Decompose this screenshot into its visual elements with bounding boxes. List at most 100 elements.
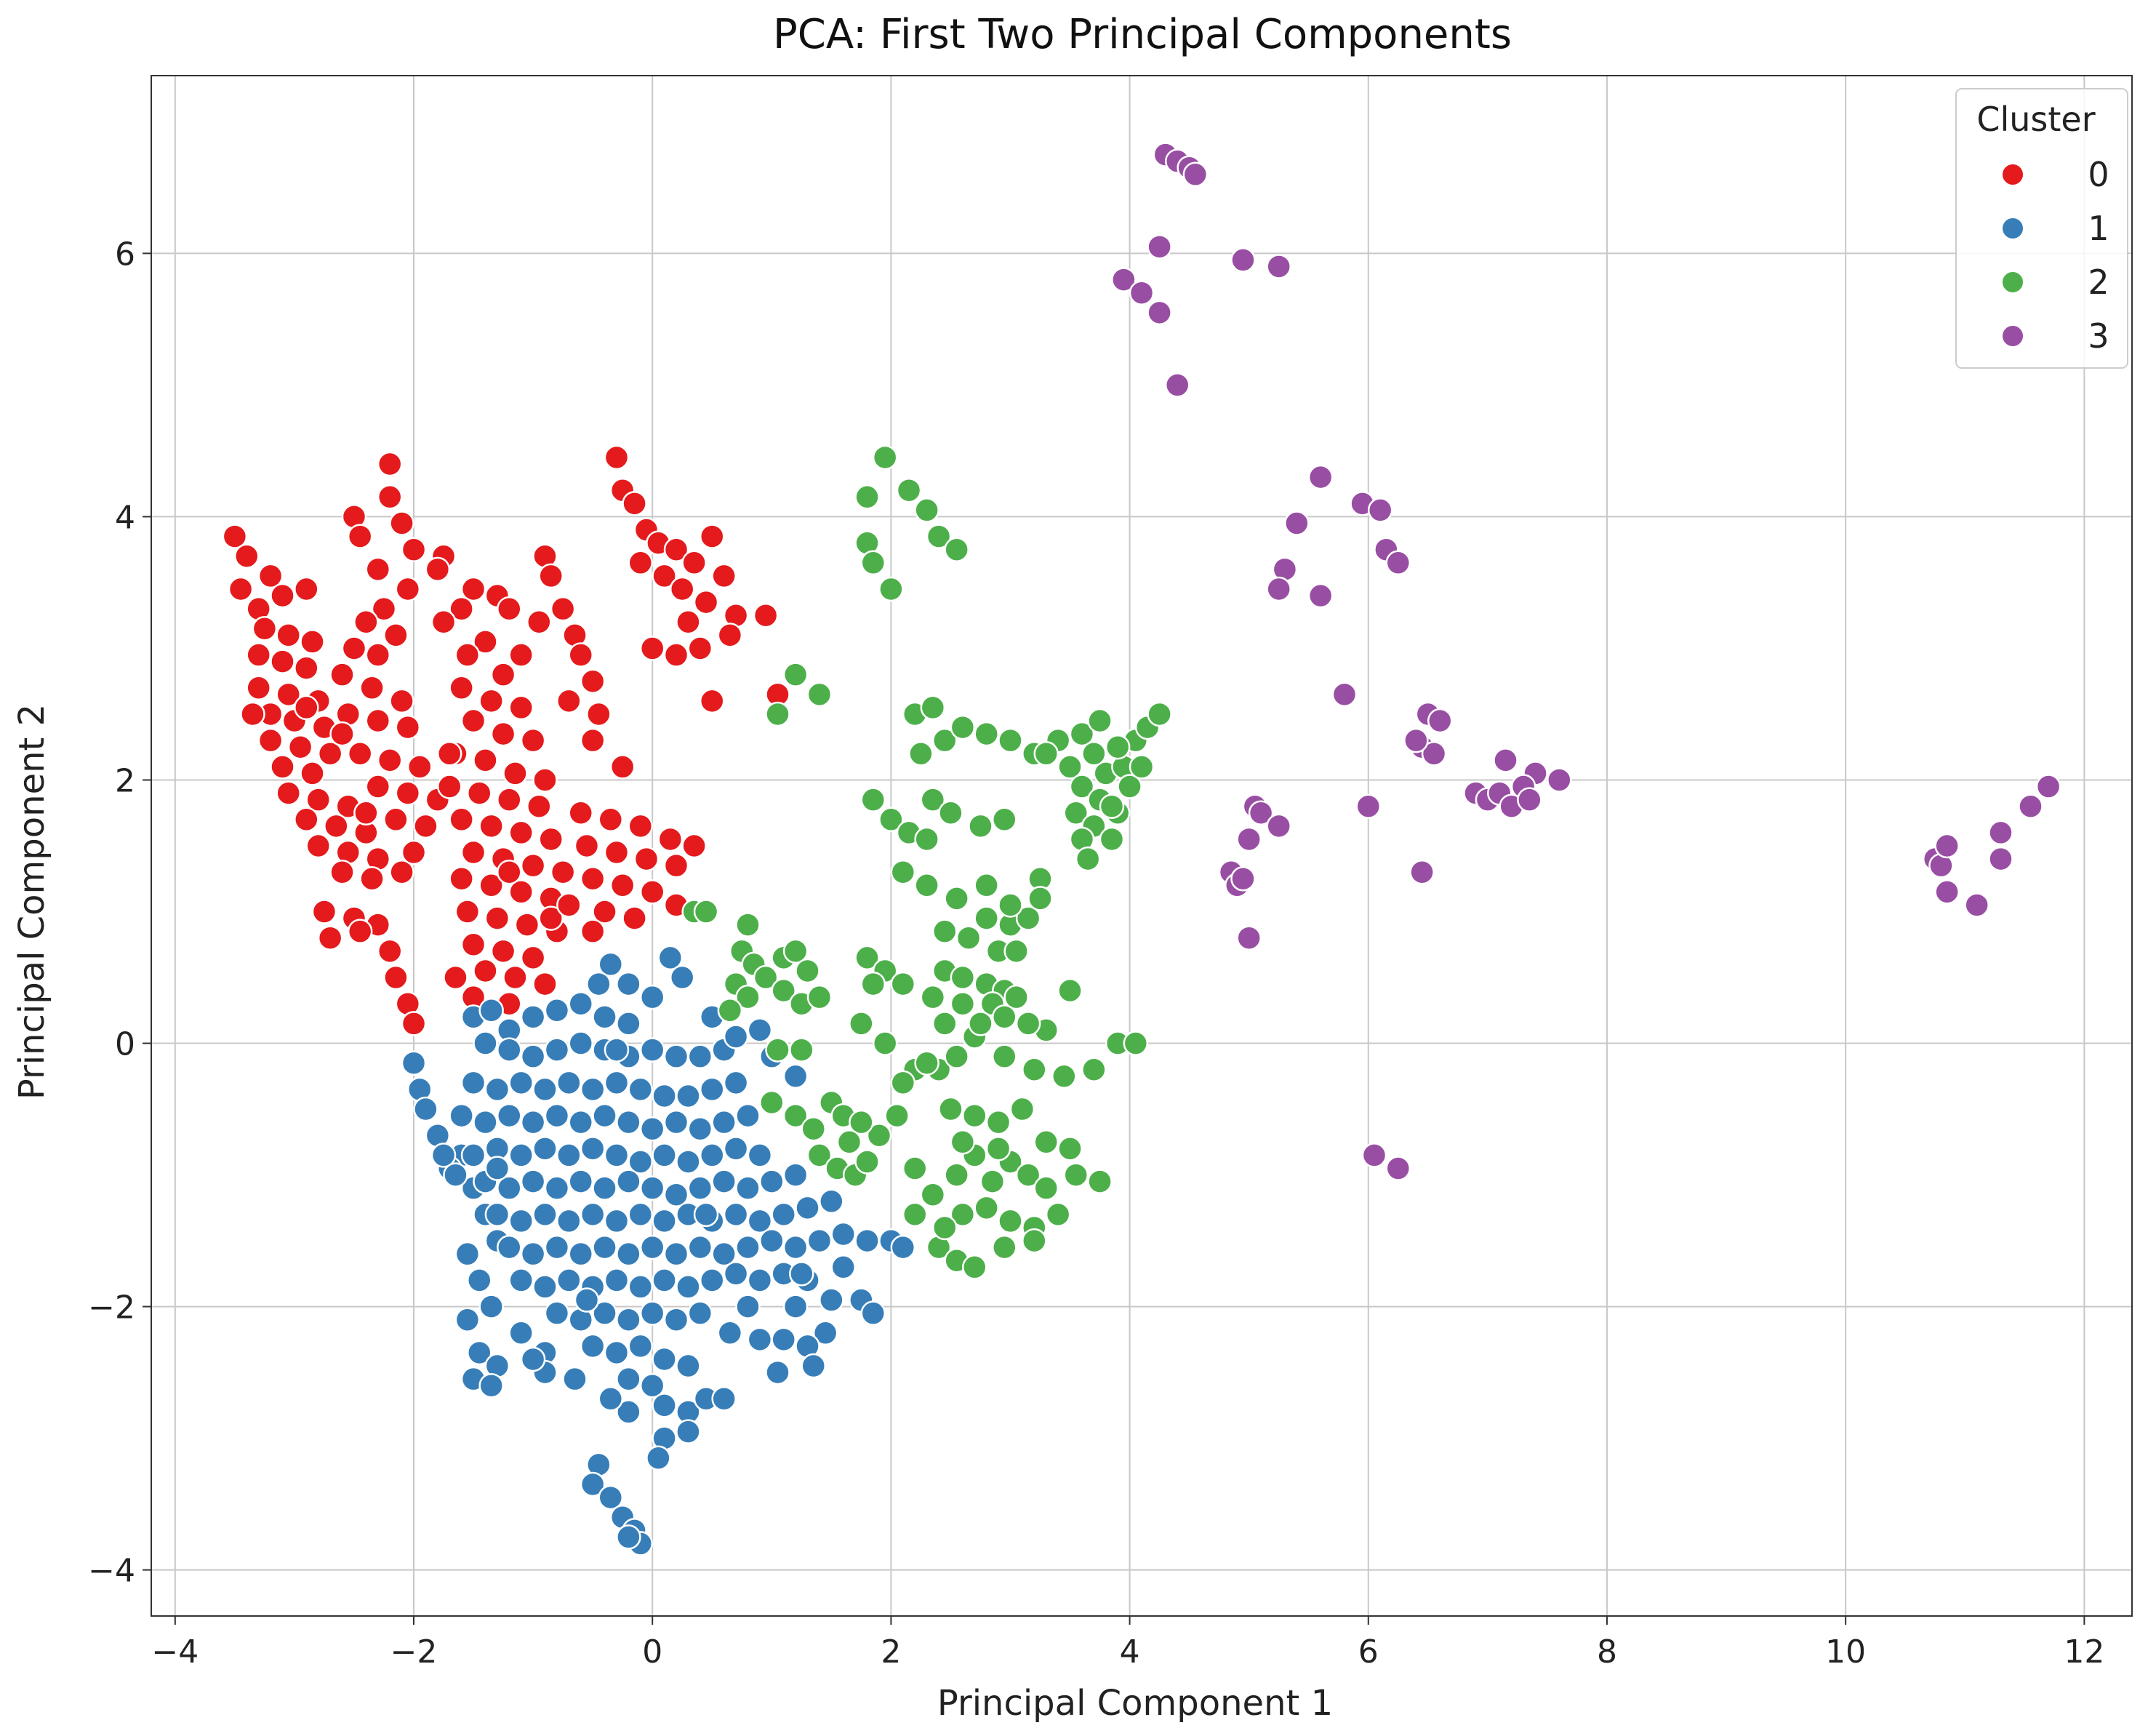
legend-marker-0 <box>2001 163 2024 186</box>
data-point-cluster-0 <box>700 688 725 714</box>
data-point-cluster-0 <box>478 873 504 898</box>
data-point-cluster-1 <box>454 1307 481 1332</box>
data-point-cluster-3 <box>1266 813 1291 839</box>
data-point-cluster-0 <box>687 636 713 661</box>
data-point-cluster-0 <box>395 714 421 740</box>
y-tick-label: 2 <box>115 762 135 799</box>
data-point-cluster-2 <box>771 977 796 1004</box>
data-point-cluster-1 <box>484 1076 510 1103</box>
data-point-cluster-1 <box>687 1044 713 1069</box>
data-point-cluster-1 <box>771 1201 796 1228</box>
data-point-cluster-2 <box>950 1129 976 1155</box>
data-point-cluster-1 <box>598 1386 624 1412</box>
data-point-cluster-0 <box>252 616 278 641</box>
data-point-cluster-1 <box>484 1201 510 1228</box>
x-tick-label: 4 <box>1120 1633 1140 1671</box>
data-point-cluster-1 <box>508 1070 534 1096</box>
data-point-cluster-2 <box>974 905 999 931</box>
data-point-cluster-0 <box>365 774 391 799</box>
data-point-cluster-0 <box>389 859 414 885</box>
data-point-cluster-0 <box>604 444 630 471</box>
data-point-cluster-1 <box>747 1268 773 1293</box>
data-point-cluster-0 <box>305 787 331 812</box>
data-point-cluster-1 <box>812 1320 838 1346</box>
data-point-cluster-0 <box>580 727 606 753</box>
data-point-cluster-0 <box>436 741 462 767</box>
data-point-cluster-1 <box>604 1070 630 1096</box>
data-point-cluster-3 <box>1547 767 1572 793</box>
x-axis-title: Principal Component 1 <box>937 1683 1333 1724</box>
data-point-cluster-1 <box>544 1037 570 1063</box>
data-point-cluster-0 <box>580 866 606 892</box>
data-point-cluster-0 <box>460 839 486 865</box>
data-point-cluster-0 <box>556 688 582 714</box>
data-point-cluster-2 <box>1015 1162 1041 1188</box>
data-point-cluster-1 <box>616 1011 641 1036</box>
data-point-cluster-1 <box>604 1037 630 1063</box>
data-point-cluster-1 <box>652 1208 677 1234</box>
legend-label-2: 2 <box>2088 263 2109 302</box>
y-tick-label: 6 <box>115 236 135 273</box>
data-point-cluster-1 <box>765 1359 790 1385</box>
y-tick-label: −2 <box>88 1289 135 1327</box>
data-point-cluster-1 <box>676 1353 701 1379</box>
data-point-cluster-1 <box>616 1366 641 1392</box>
data-point-cluster-2 <box>1033 1129 1059 1155</box>
data-point-cluster-0 <box>700 524 725 549</box>
data-point-cluster-2 <box>1075 846 1101 872</box>
data-point-cluster-2 <box>860 971 886 997</box>
data-point-cluster-1 <box>759 1169 785 1194</box>
legend-marker-3 <box>2001 324 2024 348</box>
data-point-cluster-2 <box>931 919 958 944</box>
data-point-cluster-0 <box>329 662 355 687</box>
x-tick-label: 10 <box>1825 1633 1866 1671</box>
data-point-cluster-0 <box>449 596 474 622</box>
data-point-cluster-3 <box>1964 892 1989 918</box>
data-point-cluster-3 <box>1147 234 1172 260</box>
data-point-cluster-2 <box>860 550 886 576</box>
data-point-cluster-3 <box>1934 879 1960 905</box>
data-point-cluster-1 <box>693 1201 719 1228</box>
data-point-cluster-1 <box>711 1241 737 1267</box>
data-point-cluster-3 <box>1284 511 1310 536</box>
data-point-cluster-3 <box>1147 300 1172 326</box>
data-point-cluster-3 <box>2035 774 2061 799</box>
data-point-cluster-0 <box>568 800 593 825</box>
data-point-cluster-1 <box>723 1261 749 1287</box>
data-point-cluster-2 <box>717 998 743 1023</box>
data-point-cluster-0 <box>663 852 689 879</box>
data-point-cluster-1 <box>616 1524 641 1550</box>
data-point-cluster-2 <box>1015 905 1041 931</box>
data-point-cluster-1 <box>782 1234 809 1260</box>
data-point-cluster-2 <box>854 484 880 510</box>
data-point-cluster-2 <box>992 807 1017 833</box>
data-point-cluster-3 <box>1361 1143 1387 1168</box>
data-points <box>222 142 2061 1556</box>
data-point-cluster-0 <box>586 701 612 727</box>
data-point-cluster-2 <box>920 1182 946 1207</box>
data-point-cluster-2 <box>1087 708 1113 734</box>
data-point-cluster-0 <box>484 905 510 931</box>
legend-items: 0 1 2 3 <box>2001 155 2109 356</box>
data-point-cluster-2 <box>806 681 833 708</box>
data-point-cluster-0 <box>443 964 468 991</box>
data-point-cluster-2 <box>1081 741 1107 767</box>
x-tick-label: 12 <box>2064 1633 2104 1671</box>
data-point-cluster-2 <box>1057 1136 1083 1161</box>
data-point-cluster-2 <box>920 984 946 1010</box>
data-point-cluster-1 <box>723 1201 749 1228</box>
data-point-cluster-2 <box>854 945 880 971</box>
data-point-cluster-1 <box>520 1044 546 1069</box>
data-point-cluster-1 <box>735 1103 761 1129</box>
data-point-cluster-0 <box>454 899 481 924</box>
data-point-cluster-1 <box>532 1274 558 1300</box>
data-point-cluster-2 <box>1105 734 1131 760</box>
data-point-cluster-1 <box>830 1221 857 1247</box>
data-point-cluster-0 <box>490 721 516 747</box>
data-point-cluster-1 <box>747 1017 773 1043</box>
data-point-cluster-1 <box>639 1300 665 1326</box>
data-point-cluster-2 <box>1027 886 1053 911</box>
data-point-cluster-2 <box>1057 977 1083 1004</box>
data-point-cluster-0 <box>556 892 582 918</box>
data-point-cluster-2 <box>1069 774 1095 799</box>
